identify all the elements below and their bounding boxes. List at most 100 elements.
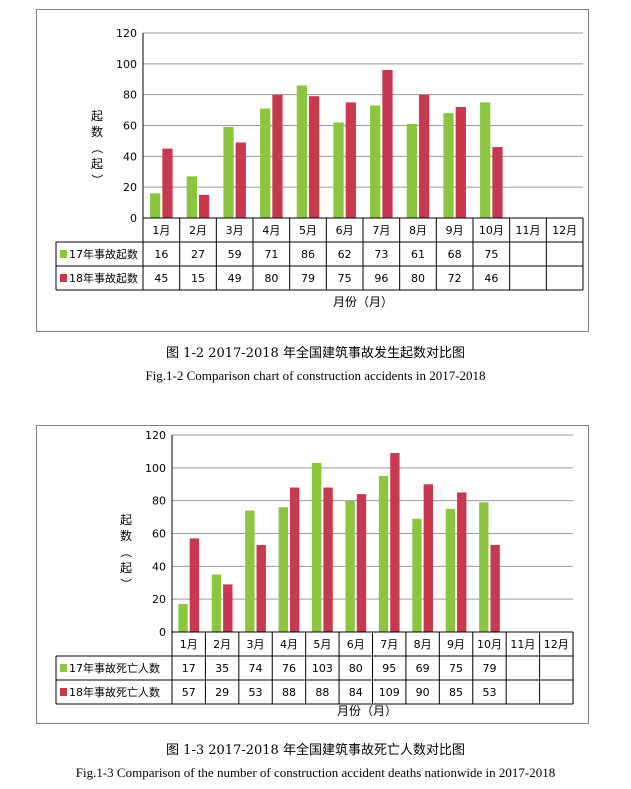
x-tick-label: 7月	[372, 224, 390, 237]
bar	[309, 96, 320, 218]
bar	[289, 487, 300, 632]
x-tick-label: 2月	[189, 224, 207, 237]
data-label: 73	[374, 248, 388, 261]
y-tick-label: 0	[130, 212, 137, 225]
bar	[245, 510, 255, 632]
bar	[312, 462, 322, 632]
y-axis-label-char: 数	[91, 124, 103, 139]
x-tick-label: 10月	[477, 638, 502, 651]
bar	[356, 494, 367, 632]
x-tick-label: 4月	[280, 638, 298, 651]
legend-label: 18年事故死亡人数	[69, 685, 160, 699]
figure-caption-cn-2: 图 1-3 2017-2018 年全国建筑事故死亡人数对比图	[166, 743, 465, 758]
bar	[162, 148, 173, 218]
figure-caption-cn-1: 图 1-2 2017-2018 年全国建筑事故发生起数对比图	[166, 346, 465, 361]
data-label: 49	[228, 272, 242, 285]
x-tick-label: 8月	[414, 638, 432, 651]
data-label: 68	[448, 248, 462, 261]
data-label: 75	[484, 248, 498, 261]
bar	[445, 508, 456, 632]
x-tick-label: 6月	[347, 638, 365, 651]
bar	[443, 113, 454, 218]
x-tick-label: 3月	[247, 638, 265, 651]
bar	[382, 70, 393, 218]
x-tick-label: 1月	[180, 638, 198, 651]
y-axis-label-char: 起	[91, 109, 103, 123]
data-label: 62	[338, 248, 352, 261]
data-label: 71	[264, 248, 278, 261]
data-label: 88	[282, 686, 296, 699]
data-label: 45	[154, 272, 168, 285]
bar	[457, 492, 467, 632]
bar	[419, 94, 430, 218]
y-axis-label-char: （	[90, 142, 104, 154]
data-label: 86	[301, 248, 315, 261]
y-axis-label-char: ）	[90, 174, 104, 186]
data-label: 79	[301, 272, 315, 285]
data-label: 75	[338, 272, 352, 285]
y-tick-label: 80	[123, 89, 137, 102]
bar	[223, 584, 233, 632]
y-tick-label: 20	[152, 593, 166, 606]
bar	[345, 500, 355, 632]
bar	[412, 518, 422, 632]
bar	[189, 538, 200, 632]
bar	[278, 507, 288, 632]
data-label: 95	[382, 662, 396, 675]
bar	[492, 147, 503, 218]
x-tick-label: 5月	[313, 638, 331, 651]
bar	[256, 544, 266, 632]
data-label: 46	[484, 272, 498, 285]
x-tick-label: 1月	[152, 224, 170, 237]
data-label: 80	[349, 662, 363, 675]
data-label: 79	[482, 662, 496, 675]
data-label: 61	[411, 248, 425, 261]
figure-caption-en-1: Fig.1-2 Comparison chart of construction…	[145, 368, 486, 383]
bar	[480, 102, 491, 218]
bar	[260, 108, 271, 218]
x-tick-label: 9月	[447, 638, 465, 651]
bar	[455, 107, 466, 218]
legend-swatch	[60, 274, 67, 282]
y-tick-label: 120	[145, 429, 166, 442]
x-tick-label: 3月	[226, 224, 244, 237]
bar	[406, 123, 417, 218]
legend-swatch	[60, 664, 67, 672]
x-tick-label: 7月	[380, 638, 398, 651]
y-tick-label: 60	[123, 120, 137, 133]
data-label: 103	[312, 662, 333, 675]
x-tick-label: 11月	[516, 224, 541, 237]
data-label: 17	[182, 662, 196, 675]
data-label: 96	[374, 272, 388, 285]
bar	[323, 487, 333, 632]
data-label: 69	[416, 662, 430, 675]
x-tick-label: 2月	[213, 638, 231, 651]
data-label: 80	[264, 272, 278, 285]
y-axis-label-char: （	[119, 546, 133, 558]
data-label: 85	[449, 686, 463, 699]
data-label: 90	[416, 686, 430, 699]
x-tick-label: 6月	[336, 224, 354, 237]
y-tick-label: 80	[152, 495, 166, 508]
x-tick-label: 12月	[552, 224, 577, 237]
x-tick-label: 8月	[409, 224, 427, 237]
legend-label: 17年事故起数	[69, 247, 138, 261]
y-tick-label: 100	[145, 462, 166, 475]
data-label: 72	[448, 272, 462, 285]
legend-swatch	[60, 688, 67, 696]
chart-frame-accidents: 0 20 40 60 80 100 120 起数（起） 1月 2月 3月 4月 5月 6月 7月 8月 9月 10…	[36, 9, 589, 332]
bar	[235, 142, 246, 218]
data-label: 27	[191, 248, 205, 261]
y-axis-label-char: 起	[120, 561, 132, 575]
bar	[370, 105, 381, 218]
y-axis-label-char: 数	[120, 528, 132, 543]
y-axis-label-char: 起	[120, 513, 132, 527]
bar	[378, 476, 389, 632]
y-axis-label-char: ）	[119, 578, 133, 590]
bar	[333, 122, 344, 218]
y-tick-label: 60	[152, 528, 166, 541]
data-label: 35	[215, 662, 229, 675]
bar	[150, 193, 161, 218]
